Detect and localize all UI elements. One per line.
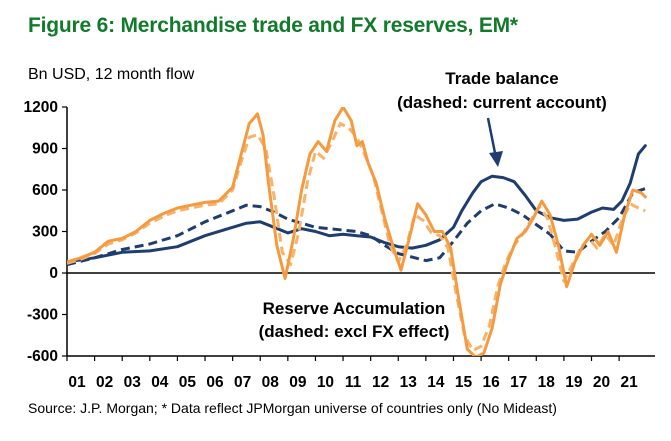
y-tick-label: 1200	[24, 99, 58, 116]
series-line-reserve-accumulation-excl-fx-effect	[67, 122, 646, 352]
x-tick-label: 18	[538, 374, 556, 391]
y-tick-label: 900	[32, 141, 58, 158]
trade-annotation-line1: Trade balance	[445, 69, 558, 88]
x-axis: 01 02 03 04 05 06 07 08 09 10 11 12 13 14 15 16 17 18 19 20…	[66, 272, 655, 391]
y-tick-label: 300	[32, 224, 58, 241]
x-tick-label: 11	[345, 374, 362, 391]
x-tick-label: 03	[124, 374, 142, 391]
source-note: Source: J.P. Morgan; * Data reflect JPMo…	[28, 400, 557, 416]
series-line-reserve-accumulation	[67, 107, 647, 356]
chart-subtitle: Bn USD, 12 month flow	[28, 66, 195, 83]
y-tick-label: -300	[27, 307, 58, 324]
x-tick-label: 21	[620, 374, 638, 391]
reserve-annotation-line2: (dashed: excl FX effect)	[259, 322, 450, 341]
series-group	[67, 107, 647, 356]
x-tick-label: 04	[151, 374, 169, 391]
x-tick-label: 12	[372, 374, 389, 391]
y-tick-label: -600	[27, 348, 58, 365]
x-tick-label: 19	[565, 374, 583, 391]
x-tick-label: 07	[234, 374, 251, 391]
trade-annotation-arrow-head	[489, 151, 503, 167]
x-tick-label: 02	[96, 374, 113, 391]
x-tick-label: 16	[482, 374, 500, 391]
x-tick-label: 14	[427, 374, 445, 391]
x-tick-label: 17	[510, 374, 527, 391]
x-tick-label: 20	[593, 374, 610, 391]
x-tick-label: 06	[206, 374, 224, 391]
x-tick-label: 10	[317, 374, 334, 391]
trade-annotation-line2: (dashed: current account)	[397, 93, 607, 112]
x-tick-label: 01	[68, 374, 86, 391]
x-tick-label: 13	[400, 374, 418, 391]
trade-annotation-arrow-shaft	[486, 117, 498, 159]
x-tick-label: 05	[179, 374, 197, 391]
x-tick-label: 08	[262, 374, 280, 391]
series-line-current-account	[67, 187, 646, 267]
y-axis: 1200 900 600 300 0 -300 -600	[24, 99, 68, 365]
x-tick-label: 15	[455, 374, 473, 391]
series-line-trade-balance	[67, 144, 647, 264]
y-tick-label: 600	[32, 182, 58, 199]
y-tick-label: 0	[49, 265, 58, 282]
chart-title: Figure 6: Merchandise trade and FX reser…	[28, 14, 518, 37]
reserve-annotation-line1: Reserve Accumulation	[263, 299, 446, 318]
x-tick-label: 09	[289, 374, 307, 391]
